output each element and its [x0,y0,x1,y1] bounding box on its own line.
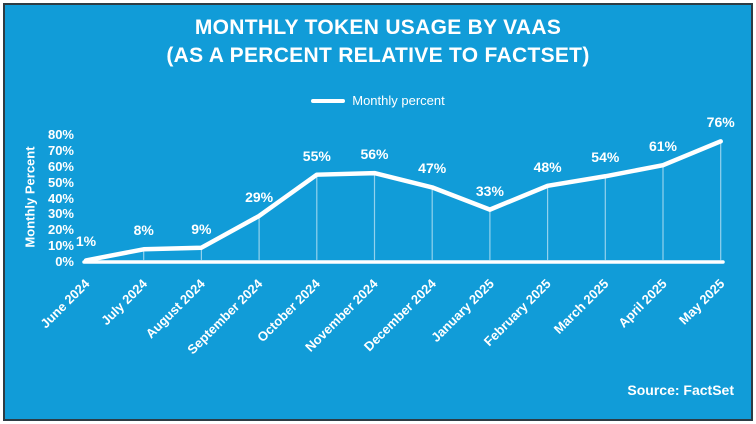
legend-label: Monthly percent [352,93,445,108]
data-label: 55% [302,147,331,164]
y-tick-label: 30% [47,206,74,222]
legend-line-swatch-icon [311,98,346,103]
data-label: 9% [191,220,212,237]
y-tick-label: 20% [47,222,74,238]
data-label: 48% [533,158,562,175]
y-tick-label: 50% [47,174,74,190]
data-label: 29% [245,188,274,205]
chart-title-line-1: MONTHLY TOKEN USAGE BY VAAS [194,16,562,39]
data-label: 61% [648,138,678,155]
data-label: 54% [591,149,620,166]
source-note: Source: FactSet [627,382,734,398]
data-label: 56% [360,146,389,163]
data-label: 47% [418,160,447,177]
data-label: 1% [75,233,97,250]
y-tick-label: 80% [47,127,74,142]
y-tick-label: 70% [47,142,74,158]
legend: Monthly percent [0,93,756,108]
y-tick-label: 10% [47,238,74,254]
y-tick-label: 40% [47,190,74,206]
y-tick-label: 0% [55,254,74,269]
data-label: 33% [475,182,504,199]
chart-title-line-2: (AS A PERCENT RELATIVE TO FACTSET) [166,44,590,67]
data-label: 8% [133,222,154,239]
data-label: 76% [706,114,735,131]
y-tick-label: 60% [47,158,74,174]
